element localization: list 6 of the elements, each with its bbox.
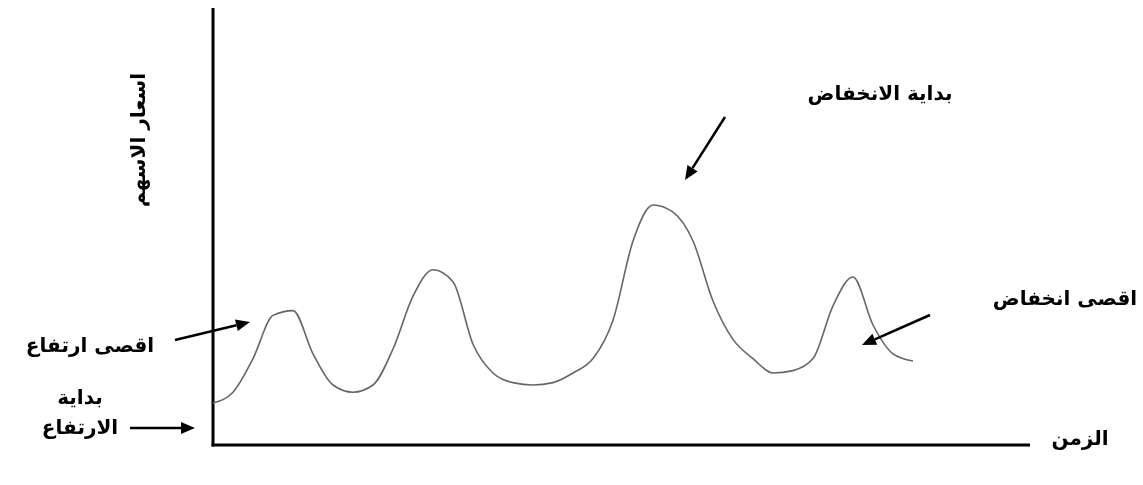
text: بداية الانخفاض — [807, 81, 953, 105]
text: بداية الارتفاع — [41, 385, 119, 439]
text: اقصى ارتفاع — [25, 333, 155, 357]
text: الزمن — [1051, 426, 1109, 450]
text: اقصى انخفاض — [992, 286, 1138, 310]
y-axis-title: اسعار الاسهم — [126, 72, 150, 208]
